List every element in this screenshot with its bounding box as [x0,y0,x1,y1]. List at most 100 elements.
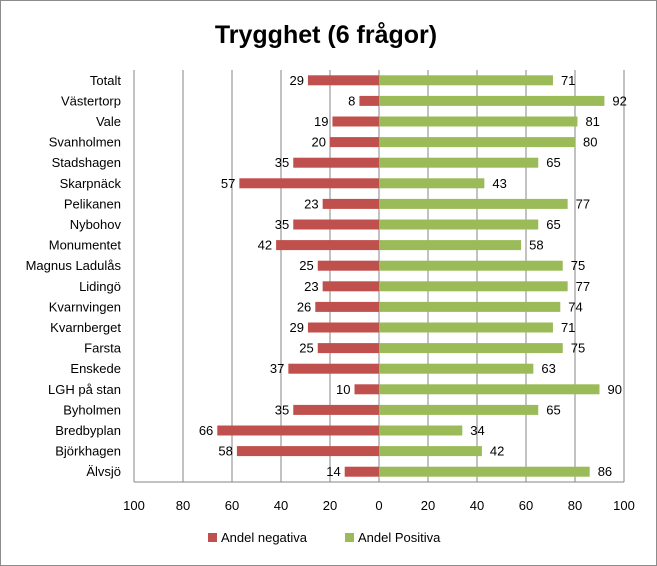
category-label: Svanholmen [49,135,121,150]
bar-positive [379,95,605,106]
data-label-positive: 43 [492,176,506,191]
bar-negative [317,343,379,354]
bar-negative [293,219,379,230]
data-label-negative: 26 [297,299,311,314]
category-label: Stadshagen [52,155,121,170]
category-label: Magnus Ladulås [26,258,122,273]
x-tick-label: 100 [123,498,145,513]
x-tick-label: 0 [375,498,382,513]
category-label: Kvarnberget [50,320,121,335]
data-label-positive: 71 [561,320,575,335]
bar-positive [379,446,482,457]
x-tick-label: 60 [519,498,533,513]
legend-label: Andel negativa [221,530,308,545]
data-label-negative: 23 [304,196,318,211]
bar-positive [379,322,553,333]
data-label-negative: 20 [312,135,326,150]
category-label: Byholmen [63,402,121,417]
data-label-negative: 8 [348,93,355,108]
category-label: LGH på stan [48,382,121,397]
category-label: Enskede [70,361,121,376]
data-label-negative: 37 [270,361,284,376]
x-tick-label: 20 [323,498,337,513]
category-label: Kvarnvingen [49,299,121,314]
data-label-negative: 25 [299,341,313,356]
data-label-negative: 35 [275,402,289,417]
category-label: Västertorp [61,93,121,108]
x-tick-label: 80 [568,498,582,513]
bar-negative [344,466,379,477]
data-label-positive: 77 [576,279,590,294]
bar-positive [379,75,553,86]
bar-negative [317,260,379,271]
bar-positive [379,198,568,209]
bar-positive [379,425,463,436]
legend-swatch [208,533,217,542]
category-label: Älvsjö [86,464,121,479]
bar-negative [359,95,379,106]
bar-negative [332,116,379,127]
bar-positive [379,363,534,374]
bar-positive [379,219,539,230]
bar-negative [322,281,379,292]
bar-negative [330,137,379,148]
category-label: Farsta [84,341,122,356]
data-label-negative: 66 [199,423,213,438]
bar-negative [293,157,379,168]
bar-negative [239,178,379,189]
bar-negative [217,425,379,436]
data-label-positive: 90 [608,382,622,397]
data-label-positive: 75 [571,341,585,356]
data-label-positive: 65 [546,155,560,170]
bar-negative [354,384,379,395]
data-label-negative: 23 [304,279,318,294]
data-label-positive: 74 [568,299,582,314]
data-label-positive: 80 [583,135,597,150]
data-label-negative: 29 [289,320,303,335]
data-label-positive: 63 [541,361,555,376]
category-label: Vale [96,114,121,129]
x-tick-label: 20 [421,498,435,513]
bar-positive [379,116,578,127]
category-label: Bredbyplan [55,423,121,438]
data-label-negative: 10 [336,382,350,397]
category-label: Pelikanen [64,196,121,211]
x-tick-label: 80 [176,498,190,513]
bar-positive [379,260,563,271]
data-label-positive: 92 [612,93,626,108]
data-label-negative: 57 [221,176,235,191]
bar-positive [379,157,539,168]
bar-negative [293,404,379,415]
bar-positive [379,178,485,189]
bar-positive [379,404,539,415]
bar-positive [379,281,568,292]
data-label-positive: 65 [546,217,560,232]
bar-positive [379,137,575,148]
data-label-negative: 14 [326,464,340,479]
x-tick-label: 40 [470,498,484,513]
bar-negative [315,301,379,312]
bar-positive [379,240,522,251]
x-tick-label: 40 [274,498,288,513]
x-tick-label: 100 [613,498,635,513]
data-label-positive: 34 [470,423,484,438]
x-tick-label: 60 [225,498,239,513]
bar-negative [307,322,379,333]
data-label-positive: 77 [576,196,590,211]
bar-negative [236,446,379,457]
bar-negative [307,75,379,86]
bar-positive [379,384,600,395]
legend-swatch [345,533,354,542]
data-label-negative: 35 [275,217,289,232]
data-label-negative: 58 [218,444,232,459]
category-label: Skarpnäck [60,176,122,191]
data-label-negative: 35 [275,155,289,170]
bar-positive [379,301,561,312]
data-label-negative: 29 [289,73,303,88]
data-label-positive: 58 [529,238,543,253]
category-label: Monumentet [49,238,122,253]
bar-negative [276,240,379,251]
legend-label: Andel Positiva [358,530,441,545]
category-label: Björkhagen [55,444,121,459]
